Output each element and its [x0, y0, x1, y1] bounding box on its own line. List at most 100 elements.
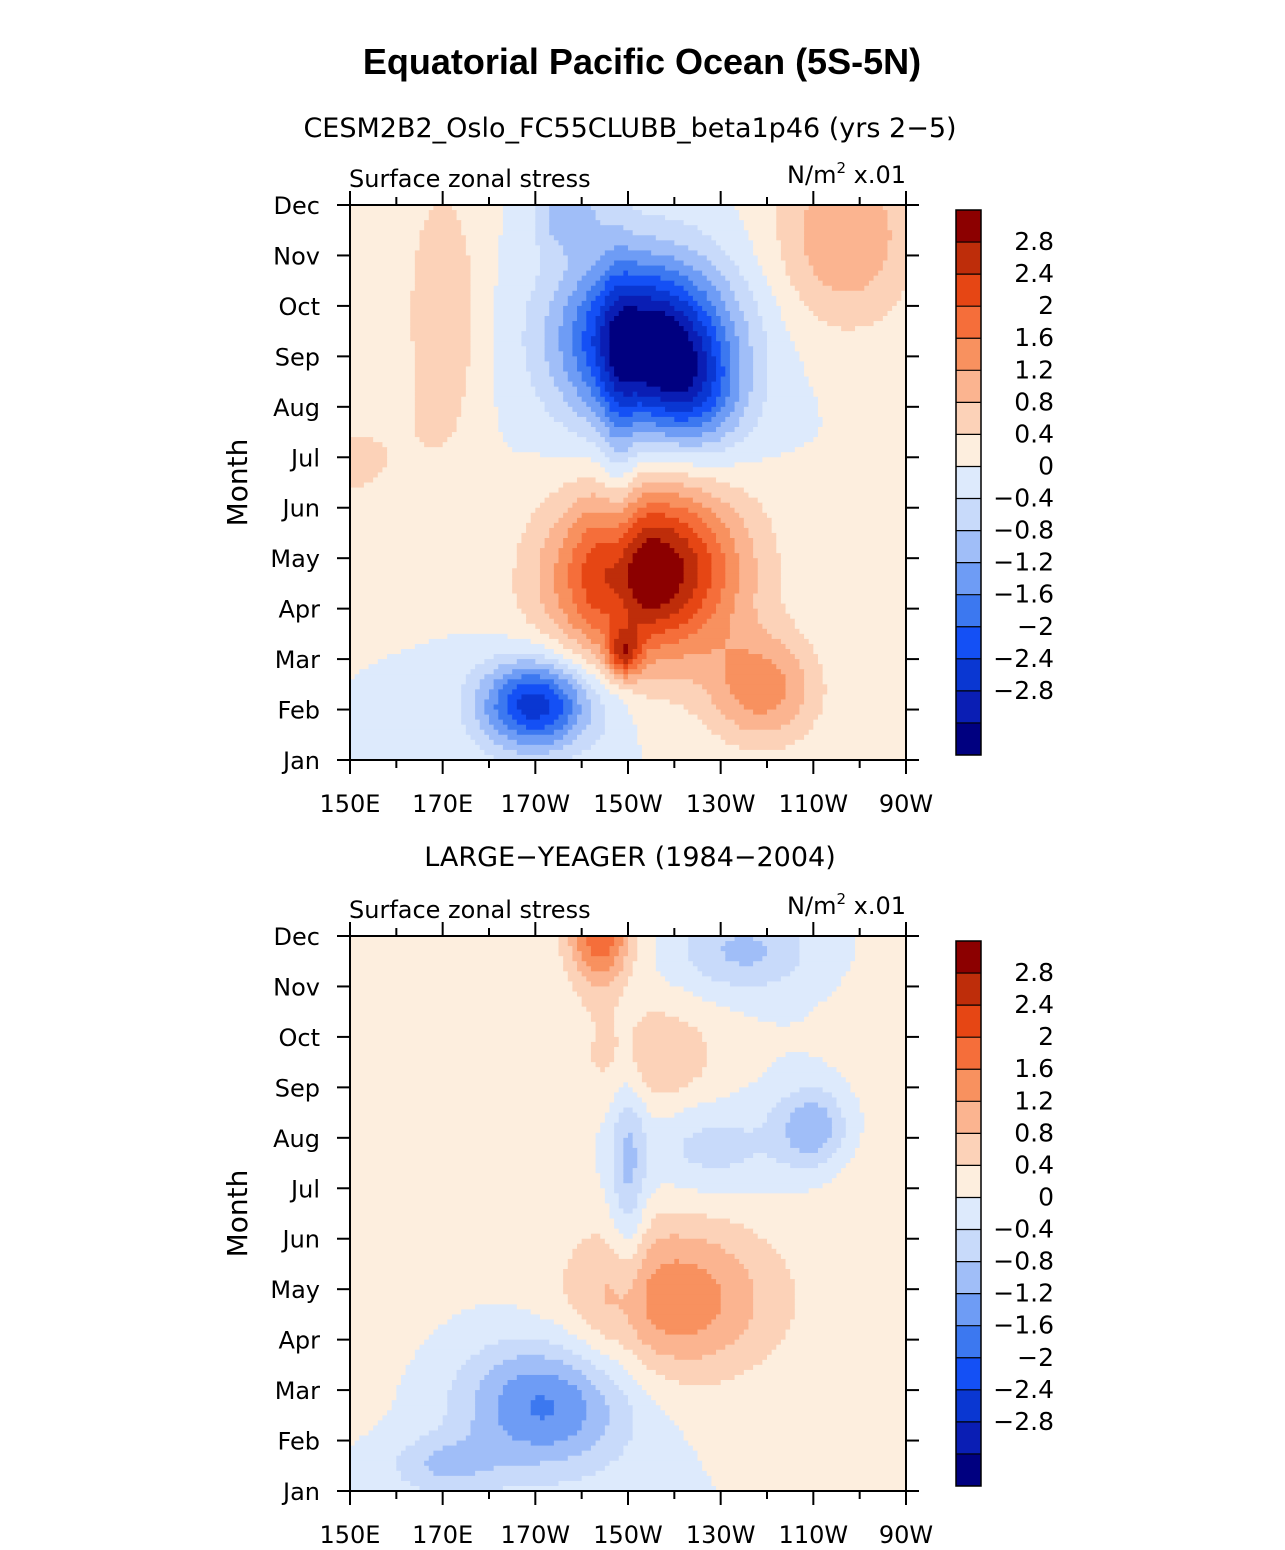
contour-cell — [794, 714, 819, 721]
colorbar-frame — [955, 940, 982, 1487]
contour-cell — [767, 512, 906, 519]
contour-cell — [623, 1107, 634, 1114]
contour-cell — [447, 1395, 476, 1401]
contour-cell — [563, 421, 592, 428]
contour-cell — [558, 674, 573, 680]
contour-cell — [753, 1289, 796, 1295]
contour-cell — [544, 643, 564, 650]
contour-cell — [581, 1314, 629, 1321]
contour-cell — [549, 1339, 587, 1346]
contour-cell — [391, 1400, 448, 1406]
contour-cell — [350, 280, 416, 287]
contour-cell — [350, 568, 513, 574]
contour-cell — [484, 1344, 564, 1351]
contour-cell — [604, 1117, 620, 1124]
contour-cell — [567, 618, 587, 625]
contour-cell — [753, 1228, 906, 1235]
contour-cell — [790, 1142, 824, 1149]
contour-cell — [586, 1405, 611, 1411]
contour-cell — [706, 351, 712, 357]
contour-cell — [465, 240, 499, 246]
contour-cell — [549, 205, 592, 211]
x-tick-label: 90W — [879, 1521, 933, 1549]
contour-cell — [563, 669, 578, 675]
contour-cell — [350, 996, 583, 1003]
contour-cell — [350, 704, 462, 711]
colorbar-label: 0 — [1038, 451, 1054, 480]
contour-cell — [563, 366, 578, 373]
contour-cell — [614, 1127, 643, 1134]
contour-cell — [590, 336, 601, 342]
contour-cell — [785, 1258, 906, 1265]
contour-cell — [623, 548, 638, 554]
contour-cell — [628, 457, 763, 463]
contour-cell — [414, 270, 472, 277]
contour-cell — [767, 356, 801, 363]
contour-cell — [651, 1193, 906, 1199]
contour-cell — [350, 608, 523, 615]
contour-cell — [771, 659, 801, 665]
contour-cell — [516, 1304, 573, 1310]
contour-cell — [632, 1142, 648, 1149]
contour-cell — [604, 684, 620, 690]
contour-cell — [350, 1410, 388, 1416]
contour-cell — [567, 633, 587, 640]
colorbar-label: −1.2 — [993, 548, 1054, 577]
contour-cell — [586, 961, 615, 967]
contour-cell — [716, 336, 726, 342]
contour-cell — [567, 427, 597, 433]
contour-cell — [350, 941, 560, 947]
contour-cell — [549, 361, 564, 368]
contour-cell — [859, 1142, 906, 1149]
contour-cell — [600, 341, 611, 347]
contour-cell — [567, 1435, 601, 1442]
contour-cell — [604, 1425, 634, 1432]
contour-cell — [725, 659, 773, 665]
contour-cell — [692, 376, 708, 383]
contour-cell — [350, 472, 379, 479]
contour-cell — [558, 593, 573, 600]
contour-cell — [641, 1213, 657, 1220]
contour-cell — [600, 649, 611, 655]
contour-cell — [651, 295, 680, 302]
contour-cell — [868, 280, 906, 287]
contour-cell — [350, 553, 518, 559]
contour-cell — [743, 522, 773, 529]
y-tick-label: Jun — [281, 1226, 321, 1254]
contour-cell — [581, 654, 597, 660]
contour-cell — [604, 467, 634, 474]
contour-cell — [567, 527, 587, 534]
contour-cell — [493, 376, 532, 383]
contour-cell — [563, 270, 587, 277]
contour-cell — [447, 1405, 476, 1411]
contour-cell — [646, 1294, 722, 1300]
contour-cell — [762, 654, 796, 660]
contour-cell — [600, 608, 629, 615]
contour-cell — [498, 729, 518, 736]
contour-cell — [590, 1344, 624, 1351]
contour-cell — [350, 628, 541, 635]
contour-cell — [711, 1480, 906, 1487]
contour-cell — [655, 1324, 708, 1331]
contour-cell — [887, 220, 906, 226]
contour-cell — [623, 1208, 634, 1215]
contour-cell — [739, 265, 763, 272]
contour-cell — [878, 270, 906, 277]
contour-cell — [563, 699, 573, 706]
contour-cell — [350, 240, 421, 246]
contour-cell — [563, 1289, 606, 1295]
contour-cell — [470, 316, 495, 322]
contour-cell — [350, 381, 416, 388]
contour-cell — [776, 664, 801, 670]
contour-cell — [586, 618, 611, 625]
contour-cell — [350, 1072, 643, 1078]
contour-cell — [502, 437, 587, 443]
contour-cell — [697, 512, 717, 519]
contour-cell — [674, 280, 694, 287]
contour-cell — [350, 310, 411, 317]
contour-cell — [465, 724, 481, 731]
contour-cell — [535, 659, 560, 665]
contour-cell — [595, 1440, 629, 1447]
contour-cell — [753, 356, 768, 363]
contour-cell — [350, 664, 370, 670]
